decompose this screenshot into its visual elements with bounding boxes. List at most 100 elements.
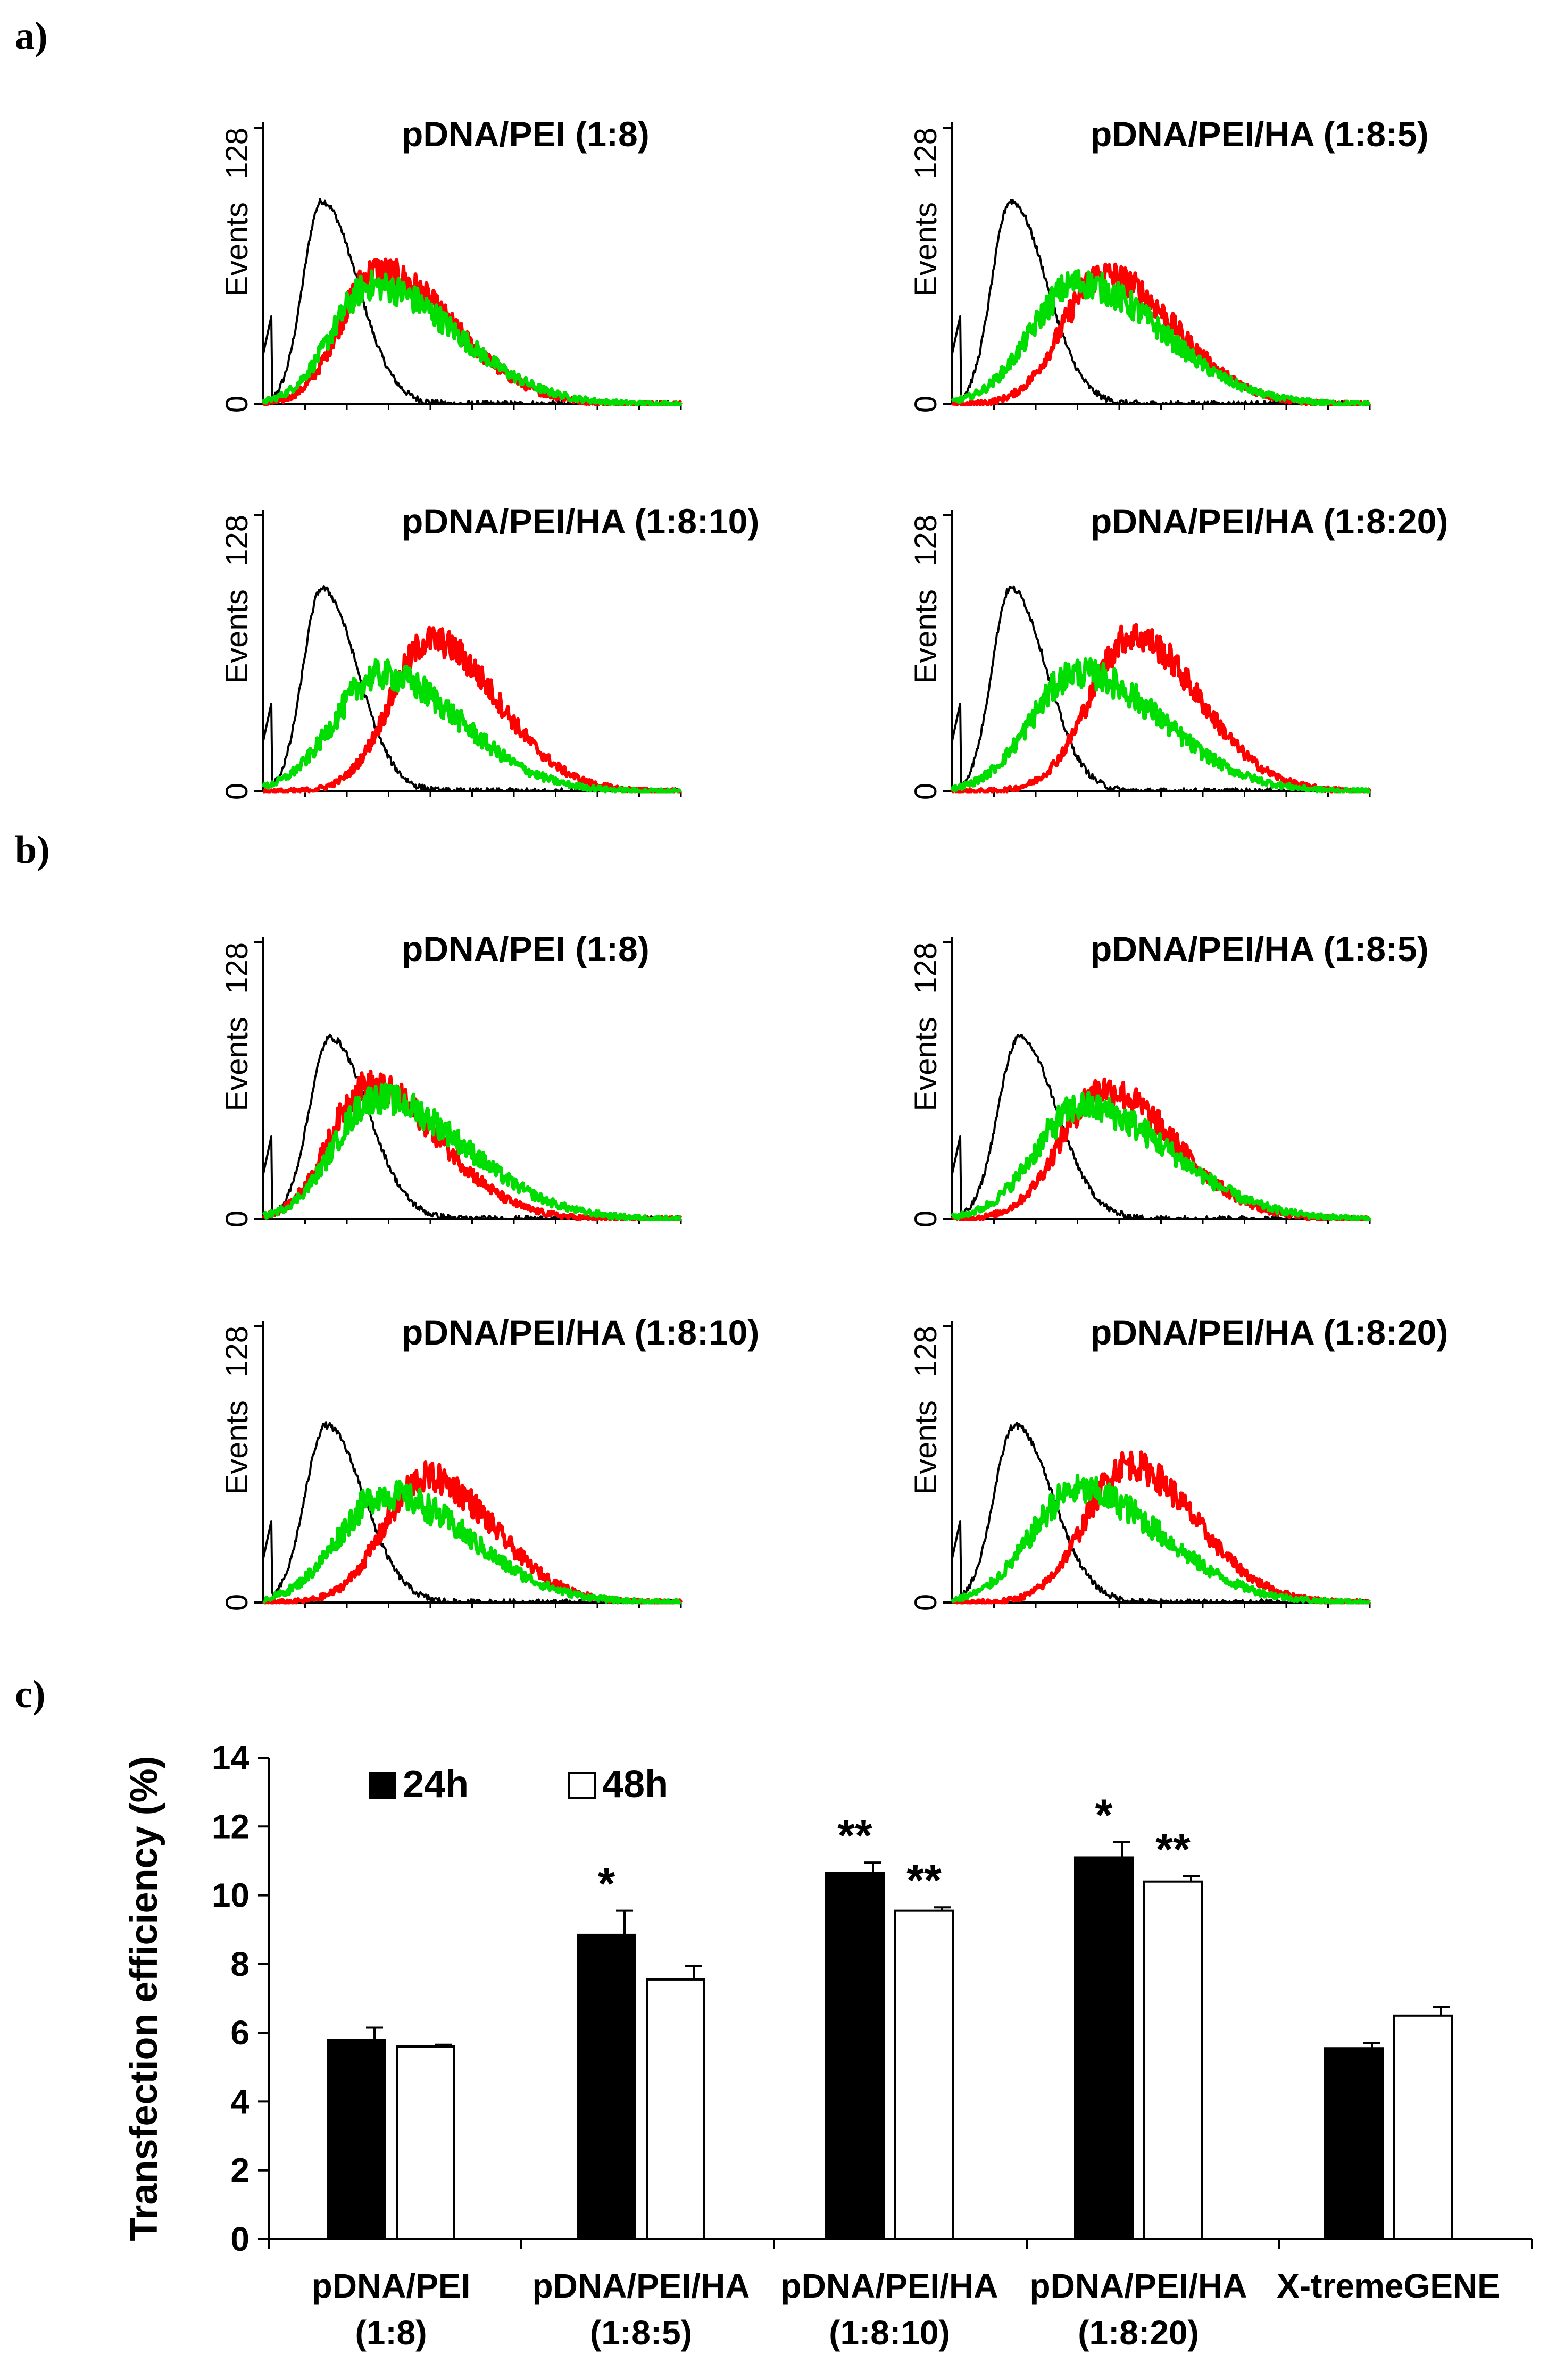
y-tick-label-max: 128 — [909, 942, 943, 994]
histogram-curve-control — [951, 585, 1371, 792]
bar-48h-1 — [646, 1978, 705, 2241]
histogram-title: pDNA/PEI/HA (1:8:10) — [402, 1313, 759, 1352]
category-label-line1: pDNA/PEI/HA — [1030, 2267, 1247, 2305]
y-tick-label-max: 128 — [909, 1326, 943, 1377]
histogram-curve-24h — [951, 623, 1372, 794]
histogram-curve-control — [951, 199, 1371, 405]
histogram-title: pDNA/PEI/HA (1:8:20) — [1091, 502, 1448, 541]
significance-mark: * — [1095, 1790, 1113, 1840]
y-tick-label-max: 128 — [220, 515, 254, 566]
histogram-curve-48h — [950, 1474, 1371, 1605]
panel-label-c: c) — [15, 1673, 46, 1716]
panel-label-b: b) — [15, 828, 50, 872]
legend-label-24h: 24h — [403, 1763, 469, 1806]
histogram-title: pDNA/PEI (1:8) — [402, 929, 650, 968]
significance-mark: ** — [1155, 1824, 1191, 1874]
histogram-b-4: 128 0 Events pDNA/PEI/HA (1:8:20) — [909, 1313, 1448, 1611]
bar-48h-2 — [894, 1909, 954, 2240]
bar-y-tick-label: 10 — [212, 1876, 249, 1915]
bar-48h-3 — [1143, 1880, 1203, 2241]
histogram-title: pDNA/PEI (1:8) — [402, 114, 650, 154]
histogram-curve-control — [951, 1422, 1371, 1604]
histogram-curve-control — [262, 1033, 682, 1220]
histogram-curve-48h — [950, 1091, 1371, 1221]
bar-24h-1 — [577, 1933, 636, 2240]
legend-swatch-24h — [369, 1772, 396, 1799]
histogram-b-1: 128 0 Events pDNA/PEI (1:8) — [220, 929, 683, 1227]
y-tick-label-max: 128 — [909, 515, 943, 566]
histogram-a-4: 128 0 Events pDNA/PEI/HA (1:8:20) — [909, 502, 1448, 800]
histogram-curve-48h — [261, 658, 682, 794]
y-tick-label-max: 128 — [220, 1326, 254, 1377]
histogram-curve-48h — [262, 1480, 682, 1605]
bar-y-tick-label: 8 — [230, 1945, 249, 1983]
histogram-curve-48h — [950, 657, 1371, 794]
histogram-curve-control — [262, 585, 682, 792]
histogram-b-2: 128 0 Events pDNA/PEI/HA (1:8:5) — [909, 929, 1429, 1227]
y-tick-label-zero: 0 — [909, 1594, 943, 1611]
category-label-line2: (1:8:10) — [829, 2314, 950, 2352]
histogram-curve-24h — [262, 625, 682, 794]
bar-y-tick-label: 4 — [230, 2082, 249, 2120]
bar-y-tick-label: 6 — [230, 2014, 249, 2052]
bar-24h-3 — [1074, 1856, 1134, 2241]
bar-48h-4 — [1393, 2014, 1453, 2241]
histogram-curve-48h — [261, 269, 683, 406]
bar-24h-4 — [1324, 2047, 1384, 2241]
legend-swatch-48h — [568, 1772, 596, 1799]
bar-y-tick-label: 2 — [230, 2151, 249, 2190]
histogram-title: pDNA/PEI/HA (1:8:10) — [402, 502, 759, 541]
y-tick-label-zero: 0 — [220, 1210, 254, 1227]
y-tick-label-zero: 0 — [220, 1594, 254, 1611]
y-axis-label: Events — [220, 1400, 254, 1494]
bar-y-tick-label: 0 — [230, 2220, 249, 2258]
panel-label-a: a) — [15, 14, 48, 58]
category-label-line2: (1:8) — [355, 2314, 427, 2352]
y-tick-label-max: 128 — [220, 942, 254, 994]
significance-mark: ** — [906, 1855, 942, 1905]
category-label-line1: pDNA/PEI — [312, 2267, 471, 2305]
bar-y-axis-label: Transfection efficiency (%) — [123, 1756, 165, 2241]
histogram-curve-control — [951, 1033, 1370, 1220]
bar-y-tick-label: 12 — [212, 1807, 249, 1845]
y-tick-label-zero: 0 — [909, 1210, 943, 1227]
histogram-curve-24h — [261, 257, 682, 406]
y-axis-label: Events — [220, 202, 254, 296]
bar-24h-0 — [327, 2039, 386, 2241]
histogram-curve-control — [262, 198, 682, 405]
histogram-title: pDNA/PEI/HA (1:8:20) — [1091, 1313, 1448, 1352]
y-tick-label-zero: 0 — [909, 396, 943, 413]
y-tick-label-zero: 0 — [220, 396, 254, 413]
y-axis-label: Events — [220, 1017, 254, 1111]
histogram-title: pDNA/PEI/HA (1:8:5) — [1091, 114, 1429, 154]
legend-label-48h: 48h — [602, 1763, 668, 1806]
significance-mark: ** — [837, 1810, 872, 1860]
bar-48h-0 — [396, 2045, 455, 2240]
histogram-a-3: 128 0 Events pDNA/PEI/HA (1:8:10) — [220, 502, 759, 800]
histogram-a-2: 128 0 Events pDNA/PEI/HA (1:8:5) — [909, 114, 1429, 413]
y-axis-label: Events — [909, 202, 943, 296]
histogram-a-1: 128 0 Events pDNA/PEI (1:8) — [220, 114, 683, 413]
category-label-line1: X-tremeGENE — [1277, 2267, 1500, 2305]
y-tick-label-max: 128 — [220, 128, 254, 179]
category-label-line1: pDNA/PEI/HA — [532, 2267, 750, 2305]
y-axis-label: Events — [909, 1400, 943, 1494]
y-tick-label-zero: 0 — [909, 783, 943, 800]
y-axis-label: Events — [909, 1017, 943, 1111]
bar-24h-2 — [825, 1872, 885, 2240]
histogram-curve-48h — [951, 269, 1371, 406]
y-axis-label: Events — [909, 589, 943, 683]
category-label-line2: (1:8:5) — [590, 2314, 692, 2352]
histogram-b-3: 128 0 Events pDNA/PEI/HA (1:8:10) — [220, 1313, 759, 1611]
y-tick-label-zero: 0 — [220, 783, 254, 800]
significance-mark: * — [598, 1859, 615, 1909]
category-label-line2: (1:8:20) — [1078, 2314, 1199, 2352]
histogram-title: pDNA/PEI/HA (1:8:5) — [1091, 929, 1429, 968]
y-axis-label: Events — [220, 589, 254, 683]
y-tick-label-max: 128 — [909, 128, 943, 179]
histogram-curve-48h — [262, 1082, 682, 1221]
category-label-line1: pDNA/PEI/HA — [781, 2267, 998, 2305]
